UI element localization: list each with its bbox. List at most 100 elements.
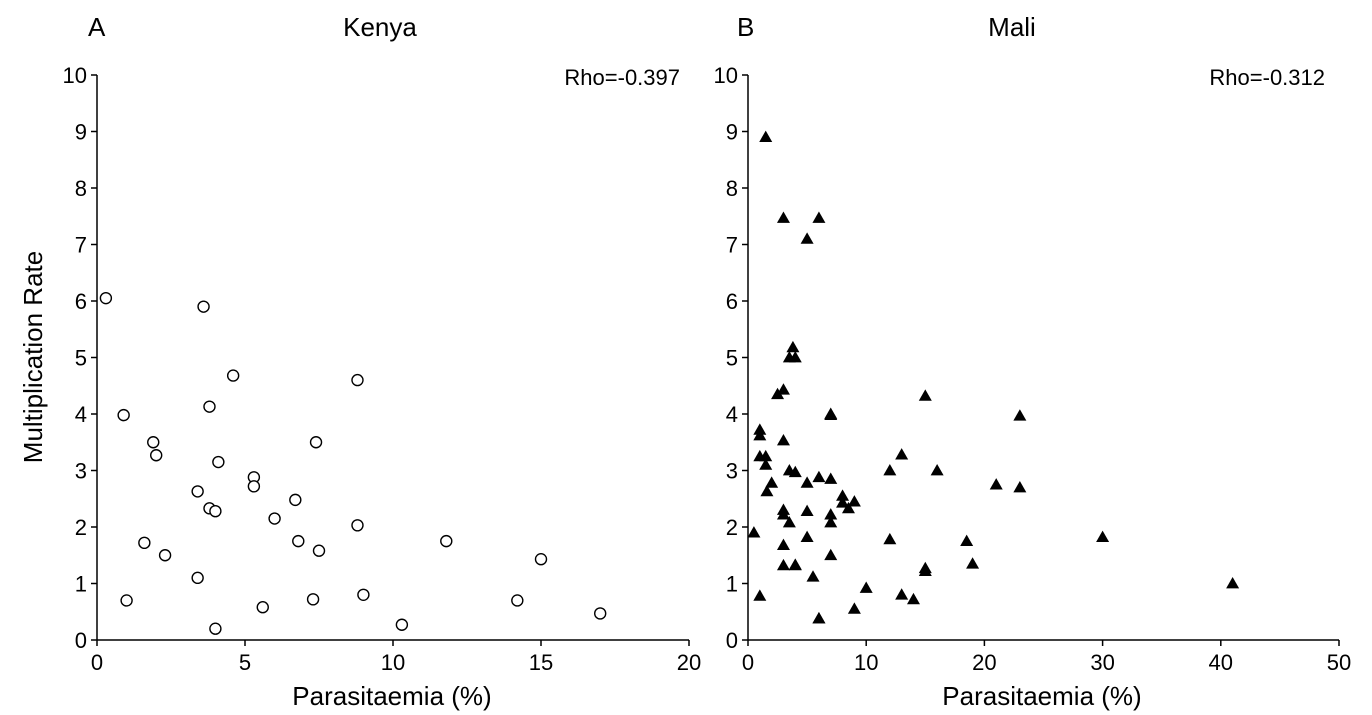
panel-b-data-point — [824, 548, 838, 561]
panel-b-data-point — [806, 570, 820, 582]
panel-b-y-tick-label: 5 — [726, 346, 738, 371]
panel-a-data-point — [226, 369, 240, 382]
panel-b-data-point — [1013, 480, 1027, 493]
panel-b-x-tick-label: 50 — [1327, 650, 1351, 675]
panel-b-data-point — [966, 557, 980, 569]
panel-b-data-point — [1096, 530, 1110, 543]
panel-b-data-point — [800, 232, 814, 244]
panel-a-y-tick-label: 0 — [75, 628, 87, 653]
panel-b-data-point — [776, 538, 790, 550]
panel-b-data-point — [788, 351, 802, 363]
panel-a-data-point — [212, 455, 225, 469]
panel-a-data-point — [209, 504, 222, 518]
panel-b-y-tick-label: 0 — [726, 628, 738, 653]
panel-b-y-tick-label: 10 — [714, 63, 738, 88]
panel-b-data-point — [776, 383, 790, 395]
panel-b-data-point — [841, 501, 855, 514]
panel-b-data-point — [776, 508, 790, 520]
panel-a-x-tick-label: 5 — [239, 650, 251, 675]
panel-b-data-point — [918, 564, 932, 576]
panel-a-data-point — [440, 534, 453, 548]
panel-b-x-tick-label: 20 — [972, 650, 996, 675]
panel-b-data-point — [786, 340, 800, 353]
panel-a-data-point — [292, 534, 305, 548]
panel-b-data-point — [1226, 577, 1240, 589]
panel-b-y-tick-label: 1 — [726, 572, 738, 597]
panel-b-data-point — [906, 592, 920, 605]
panel-b-x-tick-label: 0 — [742, 650, 754, 675]
panel-b-data-point — [771, 387, 785, 400]
panel-a-rho-annotation: Rho=-0.397 — [564, 65, 680, 90]
panel-b-x-tick-label: 30 — [1090, 650, 1114, 675]
panel-a-y-tick-label: 8 — [75, 176, 87, 201]
panel-a-y-tick-label: 1 — [75, 572, 87, 597]
panel-b-data-point — [788, 465, 802, 478]
panel-a-data-point — [395, 618, 409, 631]
panel-a-data-point — [289, 493, 302, 507]
panel-a-x-tick-label: 0 — [91, 650, 103, 675]
panel-a-data-point — [149, 449, 163, 462]
panel-b-data-point — [930, 464, 944, 476]
panel-b-data-point — [753, 589, 767, 601]
panel-b-data-point — [960, 534, 974, 546]
panel-b-y-tick-label: 4 — [726, 402, 738, 427]
panel-a-ticks: 0 1 2 3 4 5 6 7 8 9 10 0 5 10 15 20 — [63, 63, 702, 675]
panel-b-x-axis-title: Parasitaemia (%) — [942, 681, 1141, 711]
panel-a-title: Kenya — [343, 12, 417, 42]
panel-a-data-point — [256, 601, 269, 614]
panel-b-data-point — [836, 489, 850, 501]
panel-b-data-point — [812, 612, 826, 624]
panel-a-data-point — [511, 594, 524, 607]
panel-a-x-tick-label: 10 — [381, 650, 405, 675]
panel-b-x-tick-label: 40 — [1209, 650, 1233, 675]
panel-a-data-point — [247, 480, 261, 493]
panel-a-data-point — [120, 594, 133, 607]
panel-b-data-point — [824, 408, 838, 421]
panel-a-data-point — [197, 300, 210, 313]
panel-b-rho-annotation: Rho=-0.312 — [1209, 65, 1325, 90]
panel-b-y-tick-label: 6 — [726, 289, 738, 314]
panel-b-letter: B — [737, 12, 754, 42]
panel-a-data-point — [357, 588, 370, 601]
panel-b-data-point — [759, 458, 773, 470]
panel-a-y-tick-label: 5 — [75, 346, 87, 371]
panel-b-data-point — [989, 478, 1003, 490]
panel-a-data-point — [191, 485, 204, 498]
panel-b-data-point — [800, 476, 814, 488]
panel-b-points — [747, 130, 1240, 624]
panel-b-data-point — [788, 558, 802, 571]
panel-a-y-tick-label: 4 — [75, 402, 87, 427]
panel-b-y-tick-label: 3 — [726, 459, 738, 484]
panel-a-data-point — [138, 536, 151, 550]
panel-b: B Mali Rho=-0.312 Parasitaemia (%) 0 1 2 3 4… — [714, 12, 1352, 711]
panel-b-y-tick-label: 9 — [726, 120, 738, 145]
panel-a-y-tick-label: 9 — [75, 120, 87, 145]
panel-b-data-point — [895, 588, 909, 600]
panel-b-data-point — [812, 211, 826, 223]
panel-b-data-point — [836, 496, 850, 508]
panel-a-y-tick-label: 2 — [75, 515, 87, 540]
panel-a-data-point — [534, 553, 548, 566]
panel-b-data-point — [759, 130, 773, 143]
panel-a-data-point — [594, 607, 607, 620]
panel-a-points — [99, 291, 607, 635]
panel-a-x-axis-title: Parasitaemia (%) — [292, 681, 491, 711]
panel-b-data-point — [883, 464, 897, 476]
panel-b-data-point — [895, 448, 909, 460]
panel-a-y-tick-label: 10 — [63, 63, 87, 88]
panel-b-data-point — [918, 389, 932, 401]
panel-b-title: Mali — [988, 12, 1036, 42]
panel-b-x-tick-label: 10 — [854, 650, 878, 675]
panel-a-x-tick-label: 15 — [529, 650, 553, 675]
panel-a-data-point — [351, 519, 364, 532]
panel-a-letter: A — [88, 12, 106, 42]
panel-b-data-point — [800, 530, 814, 543]
panel-b-data-point — [776, 434, 790, 446]
panel-b-data-point — [800, 504, 814, 517]
panel-a-data-point — [191, 571, 204, 585]
panel-a-data-point — [268, 512, 281, 525]
panel-b-data-point — [824, 472, 838, 484]
panel-b-data-point — [747, 526, 761, 538]
panel-a-x-tick-label: 20 — [677, 650, 701, 675]
